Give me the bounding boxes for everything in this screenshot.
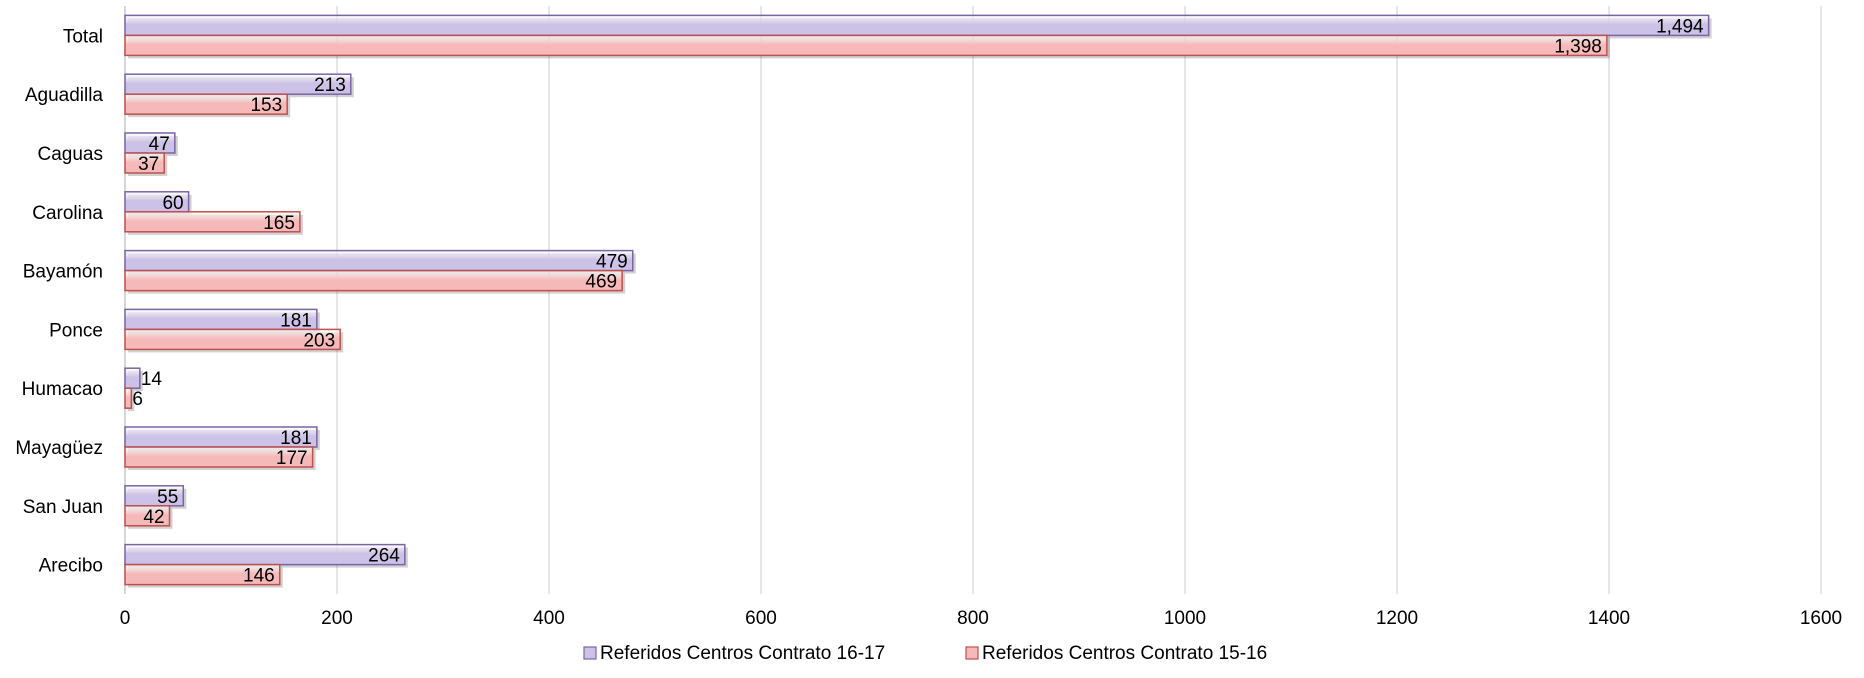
category-label: Humacao bbox=[22, 379, 103, 400]
bar bbox=[124, 152, 165, 174]
data-label: 181 bbox=[280, 310, 312, 331]
legend-entry: Referidos Centros Contrato 15-16 bbox=[982, 643, 1267, 664]
bar bbox=[124, 328, 341, 351]
legend-swatch bbox=[965, 646, 979, 660]
data-label: 264 bbox=[368, 546, 400, 567]
x-tick-label: 600 bbox=[745, 608, 777, 629]
data-label: 1,398 bbox=[1554, 36, 1602, 57]
bar bbox=[124, 563, 281, 586]
data-label: 469 bbox=[585, 272, 617, 293]
category-label: Arecibo bbox=[39, 556, 103, 577]
data-label: 165 bbox=[263, 213, 295, 234]
data-label: 153 bbox=[250, 95, 282, 116]
data-label: 203 bbox=[303, 330, 335, 351]
data-label: 146 bbox=[243, 566, 275, 587]
x-tick-label: 200 bbox=[321, 608, 353, 629]
data-label: 6 bbox=[132, 389, 143, 410]
category-label: San Juan bbox=[23, 497, 103, 518]
data-label: 47 bbox=[149, 134, 170, 155]
data-label: 1,494 bbox=[1656, 16, 1704, 37]
bar bbox=[124, 34, 1608, 57]
data-label: 213 bbox=[314, 75, 346, 96]
x-tick-label: 1400 bbox=[1588, 608, 1630, 629]
data-label: 181 bbox=[280, 428, 312, 449]
bar bbox=[124, 367, 141, 389]
x-tick-label: 1000 bbox=[1164, 608, 1206, 629]
bar bbox=[124, 387, 133, 409]
bar bbox=[124, 14, 1710, 37]
bar bbox=[124, 249, 634, 272]
data-label: 479 bbox=[596, 252, 628, 273]
bar bbox=[124, 211, 301, 233]
bar bbox=[124, 446, 314, 468]
category-label: Mayagüez bbox=[15, 438, 103, 459]
x-tick-label: 0 bbox=[120, 608, 131, 629]
legend-entry: Referidos Centros Contrato 16-17 bbox=[600, 643, 885, 664]
category-label: Ponce bbox=[49, 320, 103, 341]
data-label: 55 bbox=[157, 487, 178, 508]
category-label: Bayamón bbox=[23, 262, 103, 283]
bar bbox=[124, 93, 288, 115]
x-tick-label: 800 bbox=[957, 608, 989, 629]
data-label: 42 bbox=[143, 507, 164, 528]
data-label: 60 bbox=[162, 193, 183, 214]
x-tick-label: 1200 bbox=[1376, 608, 1418, 629]
bar bbox=[124, 505, 171, 527]
data-label: 14 bbox=[141, 369, 163, 390]
data-label: 37 bbox=[138, 154, 159, 175]
bar bbox=[124, 269, 623, 292]
category-label: Carolina bbox=[32, 203, 103, 224]
category-label: Caguas bbox=[38, 144, 104, 165]
legend-swatch bbox=[583, 646, 597, 660]
x-tick-label: 400 bbox=[533, 608, 565, 629]
category-label: Total bbox=[63, 26, 103, 47]
x-tick-label: 1600 bbox=[1800, 608, 1842, 629]
category-label: Aguadilla bbox=[25, 85, 104, 106]
data-label: 177 bbox=[276, 448, 308, 469]
bar bbox=[124, 543, 406, 566]
